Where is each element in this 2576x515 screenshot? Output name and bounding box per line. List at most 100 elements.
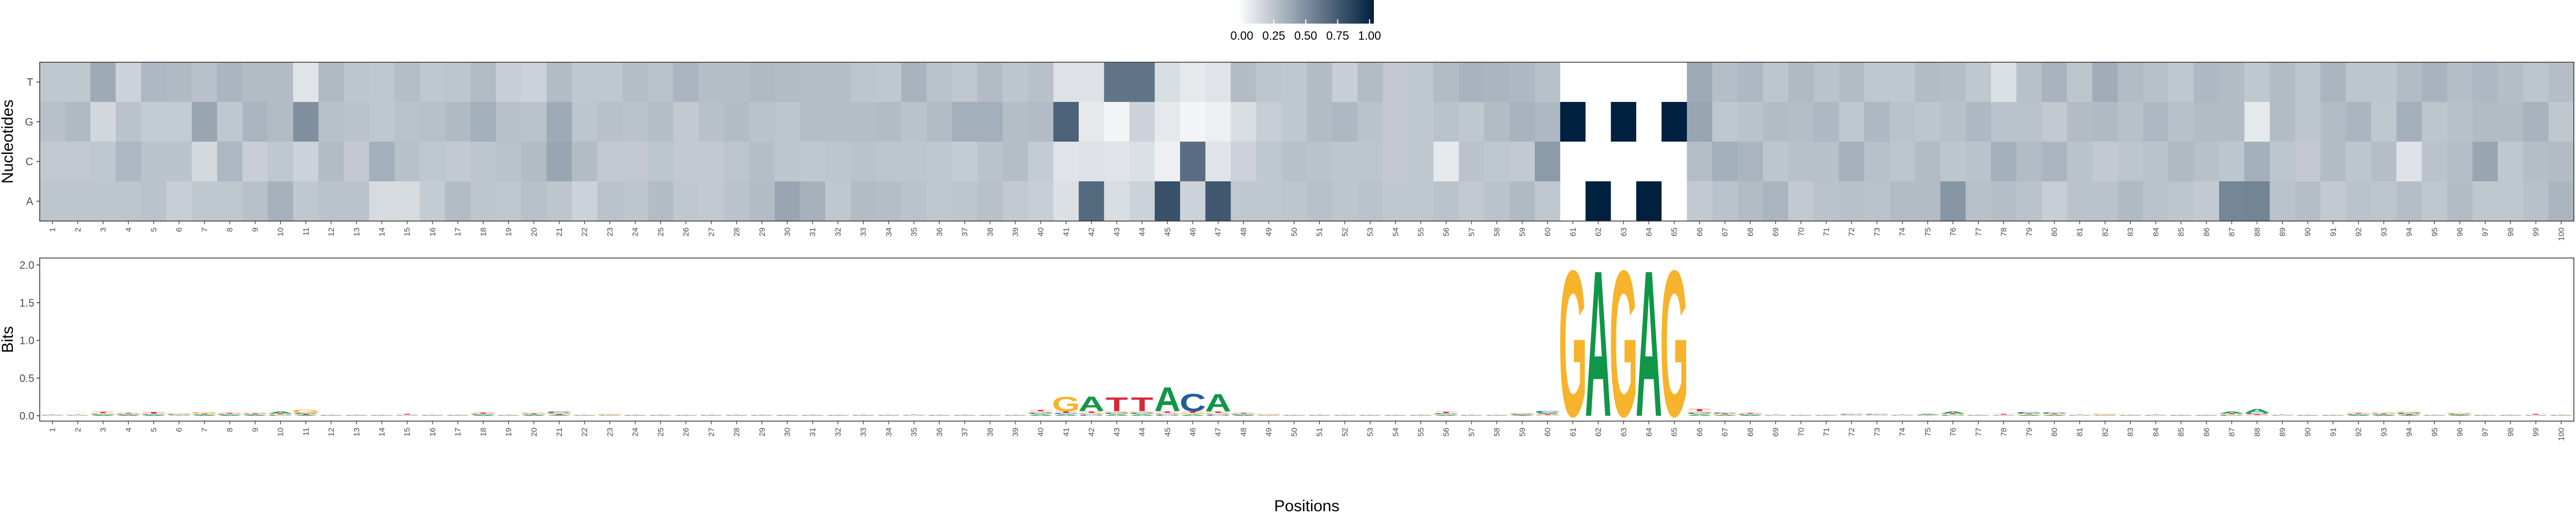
heatmap-x-tick-label: 93 (2380, 227, 2389, 237)
heatmap-x-tick-label: 72 (1847, 227, 1856, 237)
heatmap-cell (2219, 142, 2245, 182)
heatmap-x-tick-label: 50 (1290, 227, 1299, 237)
heatmap-cell (1180, 181, 1206, 222)
logo-letter-C: C (242, 414, 268, 415)
heatmap-cell (1154, 102, 1181, 142)
heatmap-cell (1129, 142, 1155, 182)
heatmap-cell (1662, 181, 1687, 222)
heatmap-cell (1788, 102, 1814, 142)
heatmap-cell (40, 142, 65, 182)
heatmap-cell (2421, 181, 2448, 222)
heatmap-cell (623, 62, 648, 102)
logo-letter-T: T (2449, 415, 2471, 416)
heatmap-cell (1687, 62, 1713, 102)
heatmap-cell (1890, 142, 1915, 182)
heatmap-x-tick-label: 25 (656, 227, 665, 237)
heatmap-cell (698, 102, 724, 142)
heatmap-x-tick-label: 66 (1695, 227, 1704, 237)
heatmap-cell (2143, 102, 2169, 142)
heatmap-cell (293, 181, 319, 222)
logo-letter-C: C (1509, 414, 1535, 415)
heatmap-cell (2219, 102, 2245, 142)
logo-letter-A: A (445, 415, 471, 416)
logo-letter-T: T (2018, 413, 2040, 414)
logo-x-tick-label: 66 (1695, 428, 1704, 437)
logo-x-tick-label: 82 (2101, 428, 2110, 437)
heatmap-cell (1762, 142, 1789, 182)
logo-y-tick-label: 0.0 (19, 410, 34, 422)
heatmap-cell (2346, 102, 2372, 142)
heatmap-x-tick-label: 21 (555, 227, 564, 237)
heatmap-cell (1484, 142, 1510, 182)
heatmap-cell (2067, 181, 2093, 222)
heatmap-cell (2498, 181, 2524, 222)
heatmap-cell (1990, 102, 2017, 142)
heatmap-cell (1256, 62, 1282, 102)
logo-x-tick-label: 57 (1467, 428, 1476, 437)
heatmap-cell (141, 142, 167, 182)
logo-letter-T: T (1157, 411, 1179, 413)
logo-letter-A: A (1129, 414, 1155, 416)
logo-letter-T: T (1765, 414, 1787, 415)
heatmap-cell (1940, 142, 1966, 182)
logo-letter-C: C (1281, 415, 1307, 416)
logo-letter-A: A (1889, 415, 1915, 416)
logo-letter-G: G (519, 412, 548, 414)
heatmap-cell (470, 142, 496, 182)
logo-letter-G: G (2091, 413, 2119, 415)
logo-letter-G: G (1407, 415, 1435, 416)
heatmap-cell (217, 181, 243, 222)
logo-letter-C: C (2244, 413, 2270, 415)
logo-letter-G: G (1736, 413, 1765, 414)
heatmap-x-tick-label: 91 (2329, 227, 2338, 237)
heatmap-cell (2168, 142, 2194, 182)
heatmap-x-tick-label: 51 (1315, 227, 1324, 237)
heatmap-cell (2447, 102, 2473, 142)
heatmap-x-tick-label: 2 (74, 227, 83, 232)
heatmap-x-tick-label: 32 (833, 227, 843, 237)
logo-letter-C: C (90, 414, 116, 415)
heatmap-cell (800, 142, 826, 182)
heatmap-x-tick-label: 1 (48, 227, 57, 232)
logo-letter-G: G (646, 415, 675, 416)
heatmap-cell (2548, 102, 2574, 142)
heatmap-cell (1205, 142, 1231, 182)
logo-x-tick-label: 36 (935, 428, 944, 437)
heatmap-cell (65, 181, 91, 222)
logo-letter-G: G (697, 415, 726, 416)
logo-letter-G: G (1964, 415, 1993, 416)
heatmap-cell (774, 181, 801, 222)
logo-x-tick-label: 88 (2253, 428, 2262, 437)
logo-x-tick-label: 73 (1872, 428, 1882, 437)
heatmap-cell (495, 181, 522, 222)
logo-letter-T: T (1207, 411, 1230, 413)
logo-y-tick-label: 0.5 (19, 373, 34, 385)
heatmap-cell (825, 181, 851, 222)
heatmap-cell (1890, 62, 1915, 102)
heatmap-x-tick-label: 12 (327, 227, 336, 237)
logo-letter-T: T (193, 413, 216, 414)
logo-letter-T: T (118, 413, 140, 414)
logo-letter-G: G (1660, 227, 1688, 461)
logo-x-tick-label: 13 (352, 428, 361, 437)
logo-x-tick-label: 9 (251, 428, 260, 432)
heatmap-x-tick-label: 73 (1872, 227, 1882, 237)
heatmap-cell (1839, 62, 1865, 102)
heatmap-cell (648, 62, 674, 102)
logo-letter-A: A (572, 415, 598, 416)
logo-x-tick-label: 45 (1163, 428, 1172, 437)
logo-letter-A: A (622, 415, 648, 416)
heatmap-cell (1002, 181, 1029, 222)
heatmap-x-tick-label: 76 (1949, 227, 1958, 237)
heatmap-cell (2193, 102, 2220, 142)
heatmap-cell (2118, 62, 2143, 102)
heatmap-cell (597, 102, 623, 142)
heatmap-x-tick-label: 97 (2481, 227, 2490, 237)
heatmap-cell (572, 102, 598, 142)
logo-letter-G: G (342, 415, 371, 416)
logo-letter-C: C (673, 415, 699, 416)
logo-letter-C: C (521, 414, 547, 415)
logo-letter-C: C (2370, 414, 2397, 415)
heatmap-cell (1129, 102, 1155, 142)
heatmap-cell (1915, 102, 1941, 142)
